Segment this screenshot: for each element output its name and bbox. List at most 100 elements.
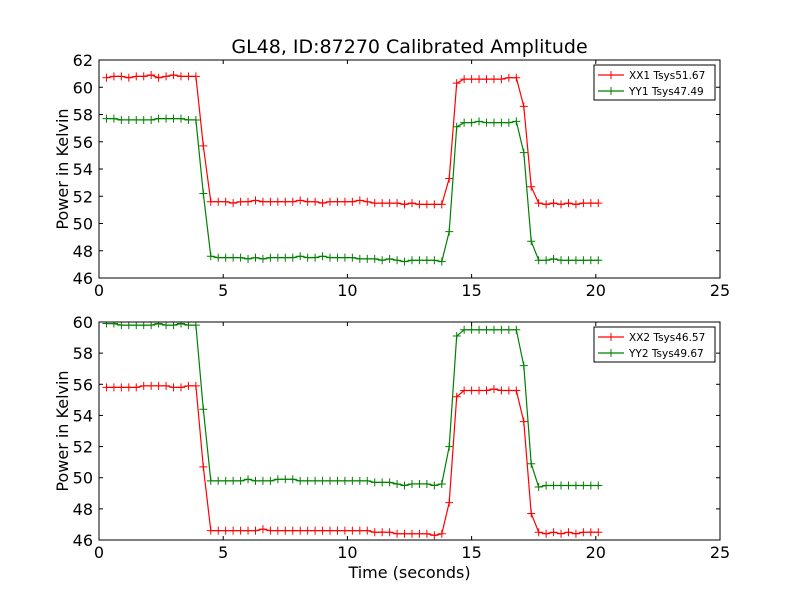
data-point — [445, 442, 454, 451]
data-point — [251, 476, 260, 485]
data-point — [527, 509, 536, 518]
data-point — [542, 529, 551, 538]
data-point — [557, 481, 566, 490]
data-point — [191, 72, 200, 81]
chart-panel-2: 0 5 10 15 20 25 46 48 50 52 54 56 58 60 Power in Kelvi… — [53, 313, 730, 582]
x-tick-label: 20 — [586, 281, 606, 300]
data-point — [497, 75, 506, 84]
data-point — [199, 141, 208, 150]
data-point — [400, 257, 409, 266]
data-point — [266, 476, 275, 485]
data-point — [318, 252, 327, 261]
data-point — [542, 200, 551, 209]
data-point — [534, 199, 543, 208]
data-point — [139, 72, 148, 81]
legend-entry: XX1 Tsys51.67 — [598, 70, 705, 82]
data-point — [571, 200, 580, 209]
data-point — [445, 174, 454, 183]
data-point — [296, 476, 305, 485]
data-point — [154, 381, 163, 390]
data-point — [199, 462, 208, 471]
data-point — [512, 73, 521, 82]
data-point — [557, 200, 566, 209]
y-tick-label: 60 — [73, 78, 93, 97]
x-tick-label: 5 — [218, 543, 228, 562]
data-point — [497, 386, 506, 395]
data-point — [542, 256, 551, 265]
data-point — [303, 526, 312, 535]
data-point — [355, 476, 364, 485]
data-point — [549, 254, 558, 263]
data-point — [326, 253, 335, 262]
data-point — [326, 526, 335, 535]
data-point — [214, 197, 223, 206]
data-point — [296, 196, 305, 205]
data-point — [251, 526, 260, 535]
data-point — [288, 253, 297, 262]
data-point — [393, 479, 402, 488]
data-point — [236, 526, 245, 535]
plot-area — [102, 322, 603, 540]
data-point — [475, 75, 484, 84]
data-point — [437, 529, 446, 538]
data-point — [586, 199, 595, 208]
data-point — [333, 526, 342, 535]
data-point — [370, 254, 379, 263]
data-point — [296, 526, 305, 535]
data-point — [393, 199, 402, 208]
data-point — [370, 199, 379, 208]
data-point — [363, 526, 372, 535]
y-tick-label: 54 — [73, 160, 93, 179]
y-tick-label: 58 — [73, 344, 93, 363]
data-point — [467, 325, 476, 334]
data-point — [229, 253, 238, 262]
y-tick-label: 54 — [73, 406, 93, 425]
data-point — [296, 252, 305, 261]
data-point — [393, 256, 402, 265]
legend-label: YY2 Tsys49.67 — [628, 348, 704, 360]
x-tick-label: 20 — [586, 543, 606, 562]
data-point — [199, 189, 208, 198]
data-point — [206, 252, 215, 261]
data-point — [281, 475, 290, 484]
data-point — [258, 197, 267, 206]
data-point — [400, 529, 409, 538]
data-point — [355, 526, 364, 535]
data-point — [191, 381, 200, 390]
data-point — [348, 253, 357, 262]
data-point — [519, 417, 528, 426]
data-point — [318, 199, 327, 208]
x-tick-label: 25 — [710, 281, 730, 300]
x-tick-label: 10 — [337, 543, 357, 562]
data-point — [475, 117, 484, 126]
data-point — [363, 254, 372, 263]
data-point — [288, 526, 297, 535]
y-tick-label: 56 — [73, 133, 93, 152]
data-point — [378, 478, 387, 487]
data-point — [214, 526, 223, 535]
data-point — [400, 200, 409, 209]
data-point — [482, 325, 491, 334]
series-xx1 — [102, 70, 603, 209]
data-point — [311, 253, 320, 262]
data-point — [206, 526, 215, 535]
legend-marker — [607, 71, 615, 79]
x-axis-label: Time (seconds) — [347, 563, 470, 582]
data-point — [430, 531, 439, 540]
data-point — [251, 196, 260, 205]
data-point — [415, 479, 424, 488]
chart-title: GL48, ID:87270 Calibrated Amplitude — [231, 36, 587, 58]
data-point — [571, 256, 580, 265]
data-point — [549, 528, 558, 537]
data-point — [378, 199, 387, 208]
legend: XX1 Tsys51.67 YY1 Tsys47.49 — [593, 64, 716, 101]
data-point — [385, 199, 394, 208]
data-point — [586, 256, 595, 265]
data-point — [452, 79, 461, 88]
data-point — [229, 476, 238, 485]
data-point — [258, 254, 267, 263]
y-tick-label: 56 — [73, 375, 93, 394]
data-point — [415, 200, 424, 209]
data-point — [206, 197, 215, 206]
